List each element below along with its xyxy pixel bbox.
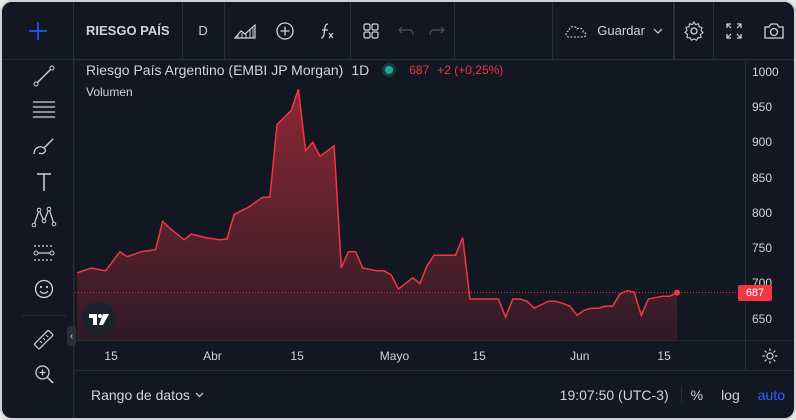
grid-layout-icon [362, 22, 379, 39]
legend-title: Riesgo País Argentino (EMBI JP Morgan) [86, 62, 344, 78]
price-chart [75, 89, 745, 340]
chevron-down-icon [195, 392, 204, 397]
chevron-down-icon [653, 28, 663, 34]
undo-button[interactable] [391, 2, 421, 60]
fullscreen-button[interactable] [714, 2, 754, 60]
percent-scale-toggle[interactable]: % [690, 386, 704, 403]
x-tick-label: 15 [472, 349, 486, 363]
measure-tool[interactable] [28, 324, 60, 356]
forecast-lines-icon [33, 245, 55, 261]
x-tick-label: Abr [203, 349, 222, 363]
y-tick-label: 900 [752, 135, 773, 150]
emoji-tool[interactable] [28, 273, 60, 305]
toolbar-collapse-button[interactable]: ‹ [67, 326, 76, 346]
last-price-tag: 687 [738, 284, 772, 301]
undo-icon [397, 26, 414, 35]
interval-label: D [198, 23, 208, 38]
brush-icon [33, 138, 54, 155]
crosshair-icon [28, 21, 47, 40]
save-label: Guardar [597, 23, 645, 38]
ruler-icon [33, 329, 54, 350]
y-tick-label: 650 [752, 311, 773, 326]
redo-icon [429, 26, 445, 35]
chart-type-button[interactable] [225, 2, 265, 60]
prediction-tool[interactable] [28, 237, 60, 269]
compare-button[interactable] [265, 2, 305, 60]
timezone-clock[interactable]: 19:07:50 (UTC-3) [548, 386, 682, 403]
zoom-in-icon [35, 365, 54, 384]
text-tool[interactable] [28, 166, 60, 198]
tradingview-logo-icon [89, 314, 109, 325]
camera-icon [764, 22, 784, 39]
legend-last-value: 687 [409, 63, 430, 77]
market-status-icon [385, 66, 394, 74]
date-range-label: Rango de datos [91, 386, 190, 403]
x-tick-label: Mayo [379, 349, 410, 363]
log-scale-toggle[interactable]: log [721, 386, 740, 403]
save-button[interactable]: Guardar [552, 2, 674, 60]
gear-icon [684, 20, 704, 41]
bottom-toolbar: Rango de datos 19:07:50 (UTC-3) % log au… [75, 370, 794, 418]
x-tick-label: 15 [290, 349, 304, 363]
area-fill [77, 89, 677, 340]
y-tick-label: 1000 [752, 64, 779, 79]
chevron-left-icon: ‹ [69, 330, 74, 342]
smiley-icon [34, 279, 54, 299]
snapshot-button[interactable] [754, 2, 794, 60]
pattern-icon [31, 206, 57, 228]
symbol-search-button[interactable]: RIESGO PAÍS [74, 2, 183, 60]
y-tick-label: 800 [752, 205, 773, 220]
layout-button[interactable] [351, 2, 391, 60]
y-tick-label: 950 [752, 99, 773, 114]
tradingview-logo[interactable] [82, 302, 116, 336]
volume-label: Volumen [86, 85, 133, 99]
x-tick-label: 15 [657, 349, 671, 363]
y-tick-label: 850 [752, 170, 773, 185]
chart-legend: Riesgo País Argentino (EMBI JP Morgan) 1… [86, 62, 503, 78]
zoom-tool[interactable] [28, 358, 60, 390]
area-chart-icon [233, 23, 256, 39]
y-tick-label: 750 [752, 241, 773, 256]
trend-line-icon [33, 65, 55, 87]
last-point-marker [674, 289, 680, 296]
indicators-button[interactable] [305, 2, 351, 60]
date-range-button[interactable]: Rango de datos [91, 387, 204, 403]
interval-button[interactable]: D [183, 2, 225, 60]
x-tick-label: 15 [104, 349, 118, 363]
trend-line-tool[interactable] [28, 60, 60, 92]
sun-gear-icon [762, 348, 778, 363]
time-axis[interactable]: 15 Abr 15 Mayo 15 Jun 15 [75, 340, 745, 370]
function-icon [320, 22, 334, 39]
legend-change: +2 (+0,25%) [437, 63, 504, 77]
drawing-toolbar [2, 60, 74, 418]
top-toolbar: RIESGO PAÍS D [2, 2, 794, 60]
fullscreen-icon [726, 22, 742, 39]
redo-button[interactable] [421, 2, 455, 60]
fib-retracement-tool[interactable] [28, 93, 60, 125]
x-tick-label: Jun [570, 349, 590, 363]
auto-scale-toggle[interactable]: auto [757, 386, 785, 403]
text-icon [37, 173, 51, 191]
series-line [76, 89, 678, 320]
plus-circle-icon [275, 21, 294, 40]
pattern-tool[interactable] [28, 201, 60, 233]
cloud-icon [565, 25, 587, 38]
axis-settings-button[interactable] [745, 340, 794, 370]
brush-tool[interactable] [28, 130, 60, 162]
legend-interval: 1D [351, 62, 370, 78]
horizontal-lines-icon [33, 101, 55, 118]
crosshair-tool-button[interactable] [2, 2, 74, 60]
settings-button[interactable] [674, 2, 714, 60]
symbol-label: RIESGO PAÍS [86, 23, 170, 38]
chart-pane[interactable] [75, 61, 745, 340]
